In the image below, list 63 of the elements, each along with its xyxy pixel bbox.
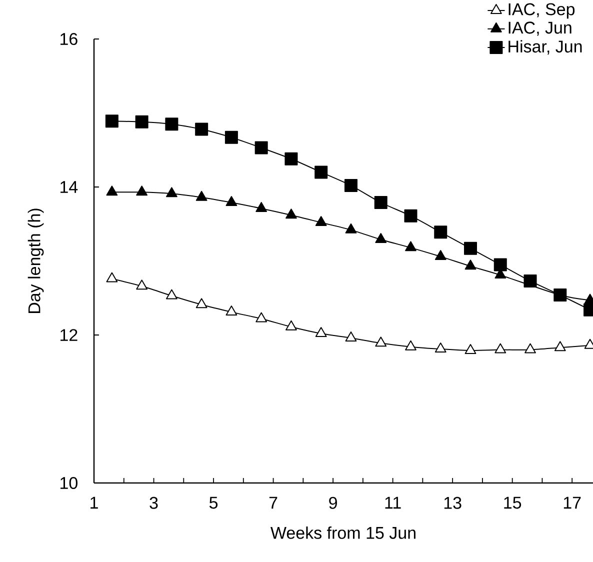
y-axis-title: Day length (h) <box>28 208 44 313</box>
point <box>524 274 537 288</box>
y-tick-label: 14 <box>60 181 78 193</box>
legend-label: IAC, Jun <box>508 22 572 36</box>
point <box>256 312 268 322</box>
point <box>195 122 208 136</box>
point <box>524 343 536 354</box>
point <box>494 258 507 272</box>
x-tick-label: 5 <box>209 496 218 509</box>
point <box>224 130 238 144</box>
point <box>105 114 118 128</box>
x-tick-label: 3 <box>150 496 158 509</box>
point <box>315 327 327 338</box>
point <box>375 336 387 347</box>
point <box>434 342 446 353</box>
point <box>494 343 506 354</box>
legend-label: Hisar, Jun <box>508 40 582 55</box>
point <box>315 216 327 226</box>
point <box>464 260 476 270</box>
point <box>106 272 118 282</box>
x-axis-title: Weeks from 15 Jun <box>270 526 416 539</box>
point <box>256 202 268 212</box>
point <box>286 320 297 330</box>
point <box>314 166 328 179</box>
point <box>226 306 238 316</box>
y-tick-label: 16 <box>60 32 78 46</box>
point <box>345 331 357 342</box>
point <box>345 223 357 234</box>
x-tick-label: 15 <box>504 496 522 509</box>
point <box>254 141 268 154</box>
point <box>286 208 297 219</box>
point <box>434 226 448 239</box>
point <box>405 340 416 350</box>
y-tick-label: 10 <box>60 476 78 490</box>
point <box>374 196 388 210</box>
point <box>166 289 178 300</box>
point <box>196 298 208 308</box>
point <box>135 115 148 128</box>
legend-label: IAC, Sep <box>508 3 575 19</box>
point <box>136 186 148 196</box>
point <box>554 341 566 352</box>
x-tick-label: 13 <box>444 496 462 509</box>
point <box>196 190 208 201</box>
point <box>284 152 298 166</box>
x-tick-label: 7 <box>269 496 278 509</box>
point <box>344 179 358 192</box>
x-tick-label: 17 <box>564 496 581 509</box>
y-tick-label: 12 <box>60 329 78 341</box>
point <box>464 242 477 255</box>
point <box>405 241 416 252</box>
x-tick-label: 9 <box>329 496 337 509</box>
x-tick-label: 11 <box>385 496 401 509</box>
point <box>554 288 567 302</box>
point <box>404 209 418 222</box>
point <box>136 280 148 290</box>
point <box>165 118 178 131</box>
point <box>106 186 118 196</box>
point <box>434 250 446 260</box>
point <box>375 233 387 244</box>
point <box>226 196 238 206</box>
point <box>464 344 476 354</box>
point <box>166 187 178 198</box>
x-tick-label: 1 <box>90 496 98 509</box>
